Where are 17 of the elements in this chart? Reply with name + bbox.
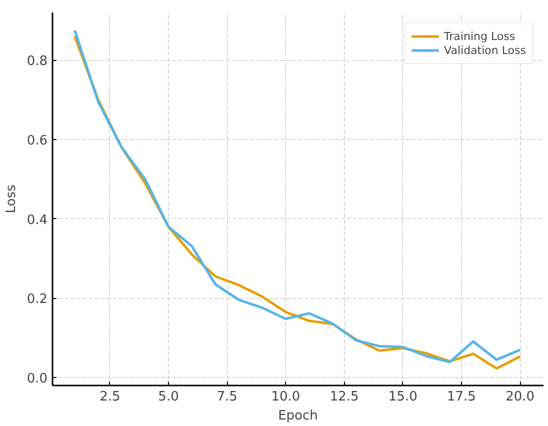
legend-label: Validation Loss: [444, 43, 526, 57]
y-tick-label: 0.2: [26, 292, 48, 308]
y-tick-label: 0.0: [26, 372, 48, 387]
y-tick-label: 0.6: [26, 133, 48, 148]
y-tick-label: 0.8: [26, 54, 48, 70]
x-tick-label: 20.0: [506, 390, 535, 404]
x-tick-label: 5.0: [158, 390, 179, 404]
x-tick-label: 2.5: [100, 390, 120, 404]
x-axis-title: Epoch: [278, 408, 318, 424]
y-axis-title: Loss: [4, 184, 19, 214]
x-tick-label: 7.5: [216, 390, 238, 404]
x-tick-label: 10.0: [271, 390, 300, 404]
x-tick-label: 15.0: [388, 390, 418, 404]
y-tick-label: 0.4: [26, 212, 48, 228]
legend-label: Training Loss: [444, 29, 516, 43]
x-tick-label: 12.5: [330, 390, 359, 404]
x-tick-label: 17.5: [447, 390, 476, 404]
